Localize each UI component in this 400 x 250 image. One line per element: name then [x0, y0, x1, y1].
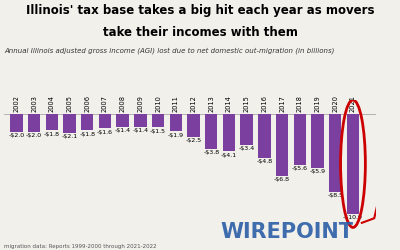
Text: 2003: 2003 [31, 96, 37, 112]
Text: -$5.6: -$5.6 [292, 166, 308, 172]
Text: 2020: 2020 [332, 95, 338, 112]
Bar [187, 114, 200, 137]
Text: -$4.8: -$4.8 [256, 159, 272, 164]
Text: 2002: 2002 [13, 95, 19, 112]
Text: -$5.9: -$5.9 [310, 169, 326, 174]
Text: -$10.9: -$10.9 [343, 215, 363, 220]
Bar [134, 114, 146, 126]
Text: 2007: 2007 [102, 95, 108, 112]
Text: -$2.0: -$2.0 [26, 134, 42, 138]
Text: 2009: 2009 [138, 96, 143, 112]
Text: -$6.8: -$6.8 [274, 178, 290, 182]
Bar [116, 114, 129, 126]
Text: 2005: 2005 [66, 95, 72, 112]
Bar [347, 114, 359, 214]
Text: -$2.0: -$2.0 [8, 134, 24, 138]
Text: take their incomes with them: take their incomes with them [102, 26, 298, 39]
Bar [170, 114, 182, 131]
Text: 2011: 2011 [173, 96, 179, 112]
Text: Annual Illinois adjusted gross income (AGI) lost due to net domestic out-migrati: Annual Illinois adjusted gross income (A… [4, 48, 334, 54]
Bar [152, 114, 164, 128]
Text: 2013: 2013 [208, 96, 214, 112]
Text: 2018: 2018 [297, 96, 303, 112]
Bar [81, 114, 94, 130]
Text: migration data: Reports 1999-2000 through 2021-2022: migration data: Reports 1999-2000 throug… [4, 244, 157, 249]
Text: -$1.9: -$1.9 [168, 132, 184, 138]
Text: 2021: 2021 [350, 96, 356, 112]
Bar [276, 114, 288, 176]
Text: 2019: 2019 [314, 96, 320, 112]
Text: 2012: 2012 [190, 96, 196, 112]
Text: -$1.8: -$1.8 [44, 132, 60, 136]
Text: 2006: 2006 [84, 95, 90, 112]
Text: -$1.4: -$1.4 [115, 128, 131, 133]
Text: -$2.5: -$2.5 [186, 138, 202, 143]
Bar [329, 114, 342, 192]
Bar [63, 114, 76, 133]
Bar [294, 114, 306, 165]
Text: 2017: 2017 [279, 96, 285, 112]
Bar [240, 114, 253, 145]
Bar [258, 114, 270, 158]
Bar [223, 114, 235, 151]
Bar [205, 114, 218, 148]
Text: Illinois' tax base takes a big hit each year as movers: Illinois' tax base takes a big hit each … [26, 4, 374, 17]
Text: -$2.1: -$2.1 [62, 134, 78, 139]
Text: -$1.6: -$1.6 [97, 130, 113, 135]
Text: -$8.5: -$8.5 [327, 193, 343, 198]
Text: -$1.8: -$1.8 [79, 132, 95, 136]
Bar [311, 114, 324, 168]
Bar [10, 114, 22, 132]
Bar [99, 114, 111, 128]
Text: 2008: 2008 [120, 95, 126, 112]
Text: -$4.1: -$4.1 [221, 153, 237, 158]
Text: -$3.8: -$3.8 [203, 150, 219, 155]
Text: -$1.4: -$1.4 [132, 128, 148, 133]
Text: 2004: 2004 [49, 95, 55, 112]
Text: 2015: 2015 [244, 96, 250, 112]
Bar [46, 114, 58, 130]
Text: -$3.4: -$3.4 [238, 146, 255, 151]
Text: 2014: 2014 [226, 96, 232, 112]
Bar [28, 114, 40, 132]
Text: -$1.5: -$1.5 [150, 129, 166, 134]
Text: WIREPOINT: WIREPOINT [220, 222, 353, 242]
Text: 2016: 2016 [262, 96, 267, 112]
Text: 2010: 2010 [155, 96, 161, 112]
